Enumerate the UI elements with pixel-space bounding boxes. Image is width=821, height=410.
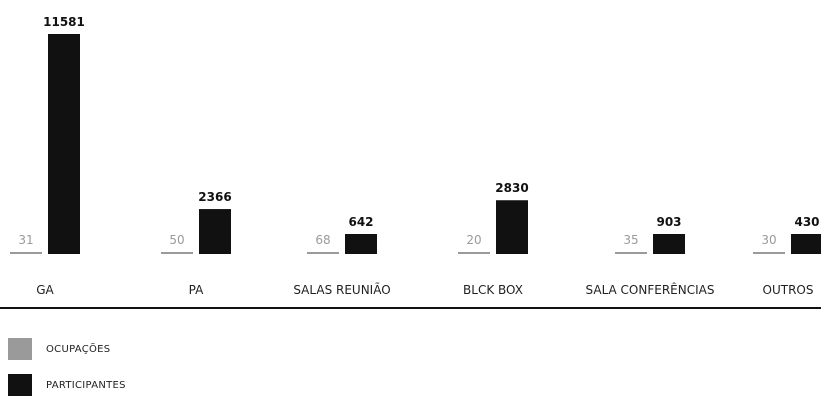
value-label-participantes-blck-box: 2830 [495, 181, 528, 195]
category-label-outros: OUTROS [763, 283, 814, 297]
bar-participantes-outros [791, 234, 821, 254]
bar-ocupacoes-outros [753, 252, 785, 254]
category-label-blck-box: BLCK BOX [463, 283, 523, 297]
legend: OCUPAÇÕES PARTICIPANTES [8, 338, 126, 410]
value-label-ocupacoes-outros: 30 [761, 233, 776, 247]
legend-label-ocupacoes: OCUPAÇÕES [46, 343, 111, 355]
bar-participantes-pa [199, 209, 231, 254]
bar-participantes-blck-box [496, 200, 528, 254]
bar-ocupacoes-salas-reuniao [307, 252, 339, 254]
value-label-participantes-ga: 11581 [43, 15, 85, 29]
value-label-participantes-salas-reuniao: 642 [348, 215, 373, 229]
category-labels-layer: GA PA SALAS REUNIÃO BLCK BOX SALA CONFERÊNCI… [36, 282, 813, 297]
bar-participantes-salas-reuniao [345, 234, 377, 254]
legend-swatch-ocupacoes [8, 338, 32, 360]
bar-participantes-sala-conferencias [653, 234, 685, 254]
value-label-ocupacoes-pa: 50 [169, 233, 184, 247]
legend-swatch-participantes [8, 374, 32, 396]
value-label-ocupacoes-sala-conferencias: 35 [623, 233, 638, 247]
bar-participantes-ga [48, 34, 80, 254]
category-label-pa: PA [189, 283, 204, 297]
value-label-participantes-outros: 430 [794, 215, 819, 229]
legend-item-ocupacoes: OCUPAÇÕES [8, 338, 126, 360]
legend-item-participantes: PARTICIPANTES [8, 374, 126, 396]
bar-ocupacoes-ga [10, 252, 42, 254]
legend-label-participantes: PARTICIPANTES [46, 379, 126, 391]
category-label-salas-reuniao: SALAS REUNIÃO [293, 282, 390, 297]
bar-chart: 31 11581 50 2366 68 642 20 2830 35 903 30 430 GA PA S… [0, 15, 821, 309]
bar-ocupacoes-sala-conferencias [615, 252, 647, 254]
value-label-participantes-pa: 2366 [198, 190, 231, 204]
category-label-ga: GA [36, 283, 54, 297]
value-label-ocupacoes-ga: 31 [18, 233, 33, 247]
value-label-ocupacoes-blck-box: 20 [466, 233, 481, 247]
value-label-participantes-sala-conferencias: 903 [656, 215, 681, 229]
bar-ocupacoes-blck-box [458, 252, 490, 254]
value-labels-layer: 31 11581 50 2366 68 642 20 2830 35 903 30 430 [18, 15, 819, 247]
category-label-sala-conferencias: SALA CONFERÊNCIAS [586, 282, 715, 297]
bar-ocupacoes-pa [161, 252, 193, 254]
bars-layer [10, 34, 821, 254]
value-label-ocupacoes-salas-reuniao: 68 [315, 233, 330, 247]
